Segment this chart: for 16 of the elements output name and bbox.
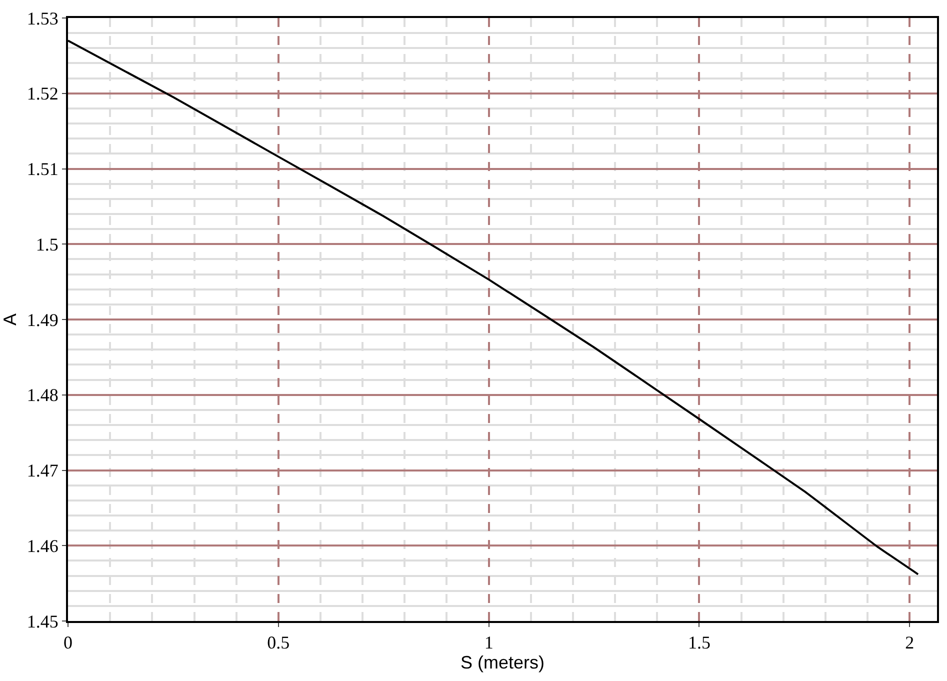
x-tick-label: 0	[64, 632, 72, 653]
y-tick-label: 1.45	[26, 611, 58, 632]
y-tick-label: 1.53	[26, 8, 58, 28]
x-axis-title: S (meters)	[460, 652, 545, 673]
y-tick-label: 1.51	[26, 159, 58, 180]
y-tick-label: 1.46	[26, 536, 58, 556]
x-tick-label: 0.5	[267, 632, 290, 653]
x-tick-label: 2	[905, 632, 914, 653]
y-tick-label: 1.47	[26, 460, 58, 481]
y-tick-label: 1.5	[36, 234, 58, 254]
y-tick-label: 1.49	[26, 310, 58, 330]
y-tick-label: 1.52	[26, 84, 58, 104]
y-axis-title: A	[0, 313, 20, 326]
y-tick-label: 1.48	[26, 385, 58, 406]
x-tick-label: 1.5	[688, 632, 710, 653]
x-tick-label: 1	[484, 632, 494, 653]
